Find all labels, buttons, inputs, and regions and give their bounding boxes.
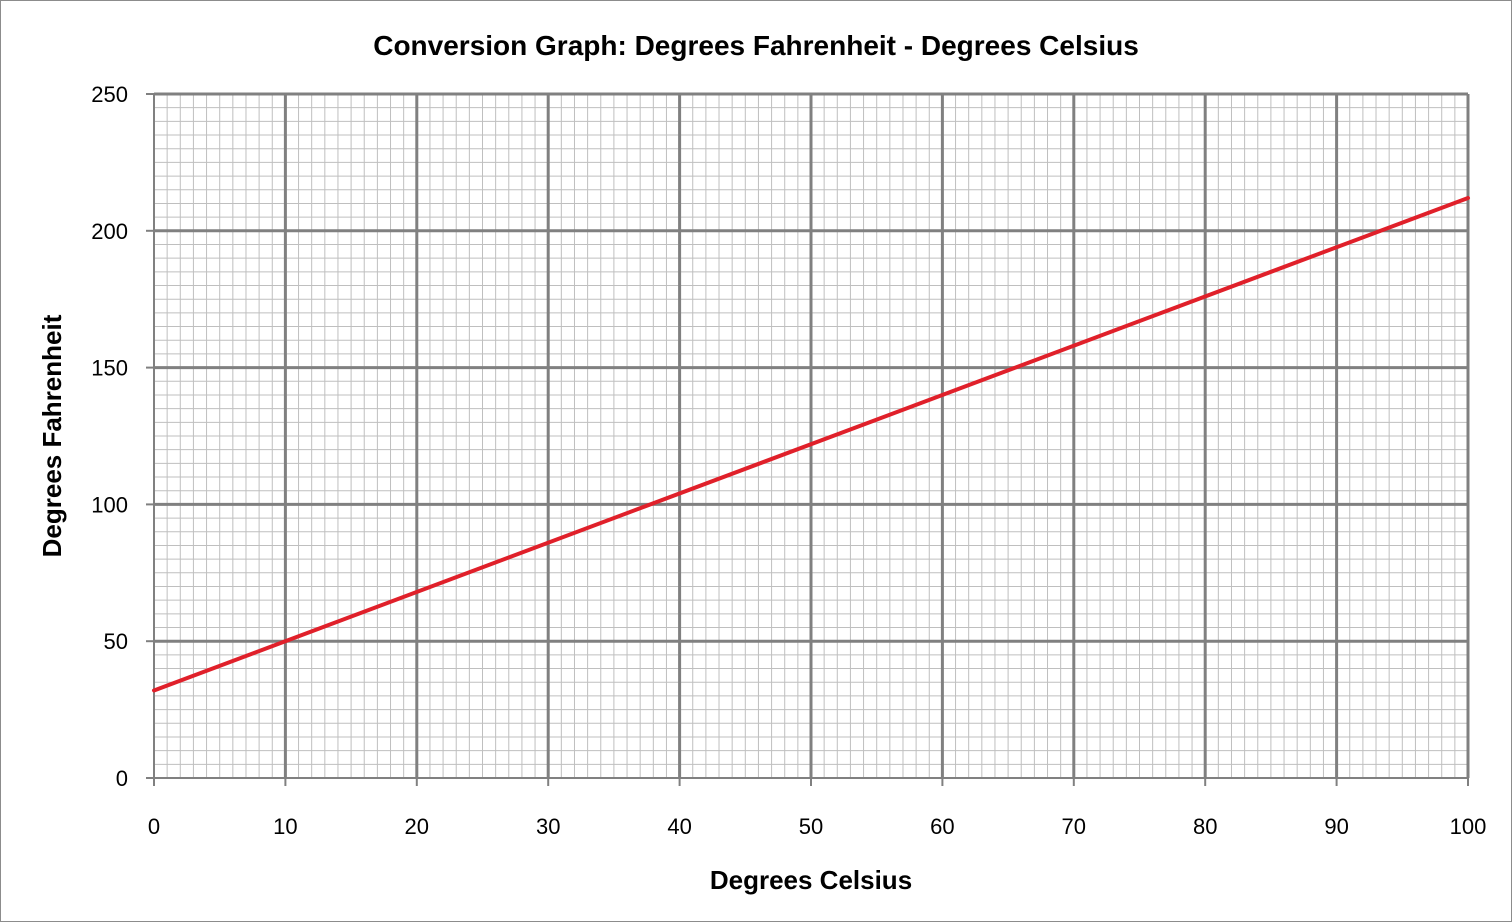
x-tick-label: 40 [667,814,691,839]
y-tick-label: 50 [104,629,128,654]
series-group [152,195,1470,693]
y-tick-label: 200 [91,219,128,244]
x-tick-label: 20 [405,814,429,839]
x-tick-label: 80 [1193,814,1217,839]
y-tick-labels: 0 50 100 150 200 250 [91,82,128,791]
axes [146,93,1469,786]
x-axis-title: Degrees Celsius [710,865,912,895]
y-tick-label: 100 [91,492,128,517]
y-tick-label: 0 [116,766,128,791]
y-axis-title: Degrees Fahrenheit [37,314,67,557]
x-tick-label: 100 [1450,814,1487,839]
chart-title: Conversion Graph: Degrees Fahrenheit - D… [373,30,1139,61]
x-tick-label: 90 [1324,814,1348,839]
x-tick-labels: 0 10 20 30 40 50 60 70 80 90 100 [148,814,1486,839]
x-tick-label: 60 [930,814,954,839]
x-tick-label: 10 [273,814,297,839]
y-tick-label: 150 [91,356,128,381]
y-tick-label: 250 [91,82,128,107]
x-tick-label: 30 [536,814,560,839]
x-tick-label: 50 [799,814,823,839]
x-tick-label: 70 [1062,814,1086,839]
x-tick-label: 0 [148,814,160,839]
series-line [152,195,1470,693]
major-grid [154,92,1470,778]
